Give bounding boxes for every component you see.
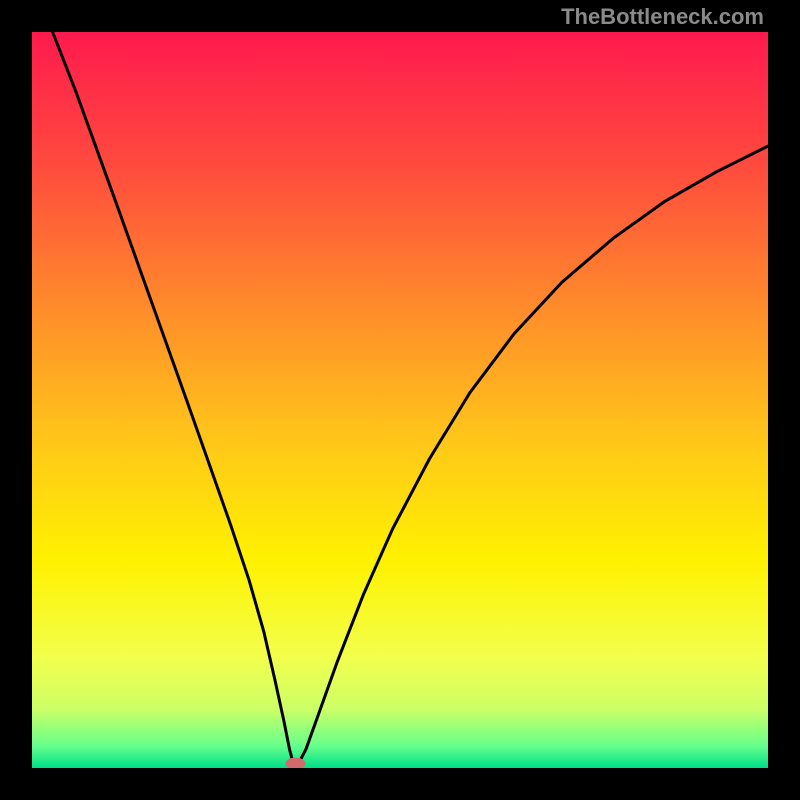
- chart-plot-area: [32, 32, 768, 768]
- frame-border-bottom: [0, 768, 800, 800]
- chart-background-gradient: [32, 32, 768, 768]
- watermark-text: TheBottleneck.com: [561, 4, 764, 30]
- frame-border-right: [768, 0, 800, 800]
- frame-border-left: [0, 0, 32, 800]
- chart-frame: TheBottleneck.com: [0, 0, 800, 800]
- chart-svg: [32, 32, 768, 768]
